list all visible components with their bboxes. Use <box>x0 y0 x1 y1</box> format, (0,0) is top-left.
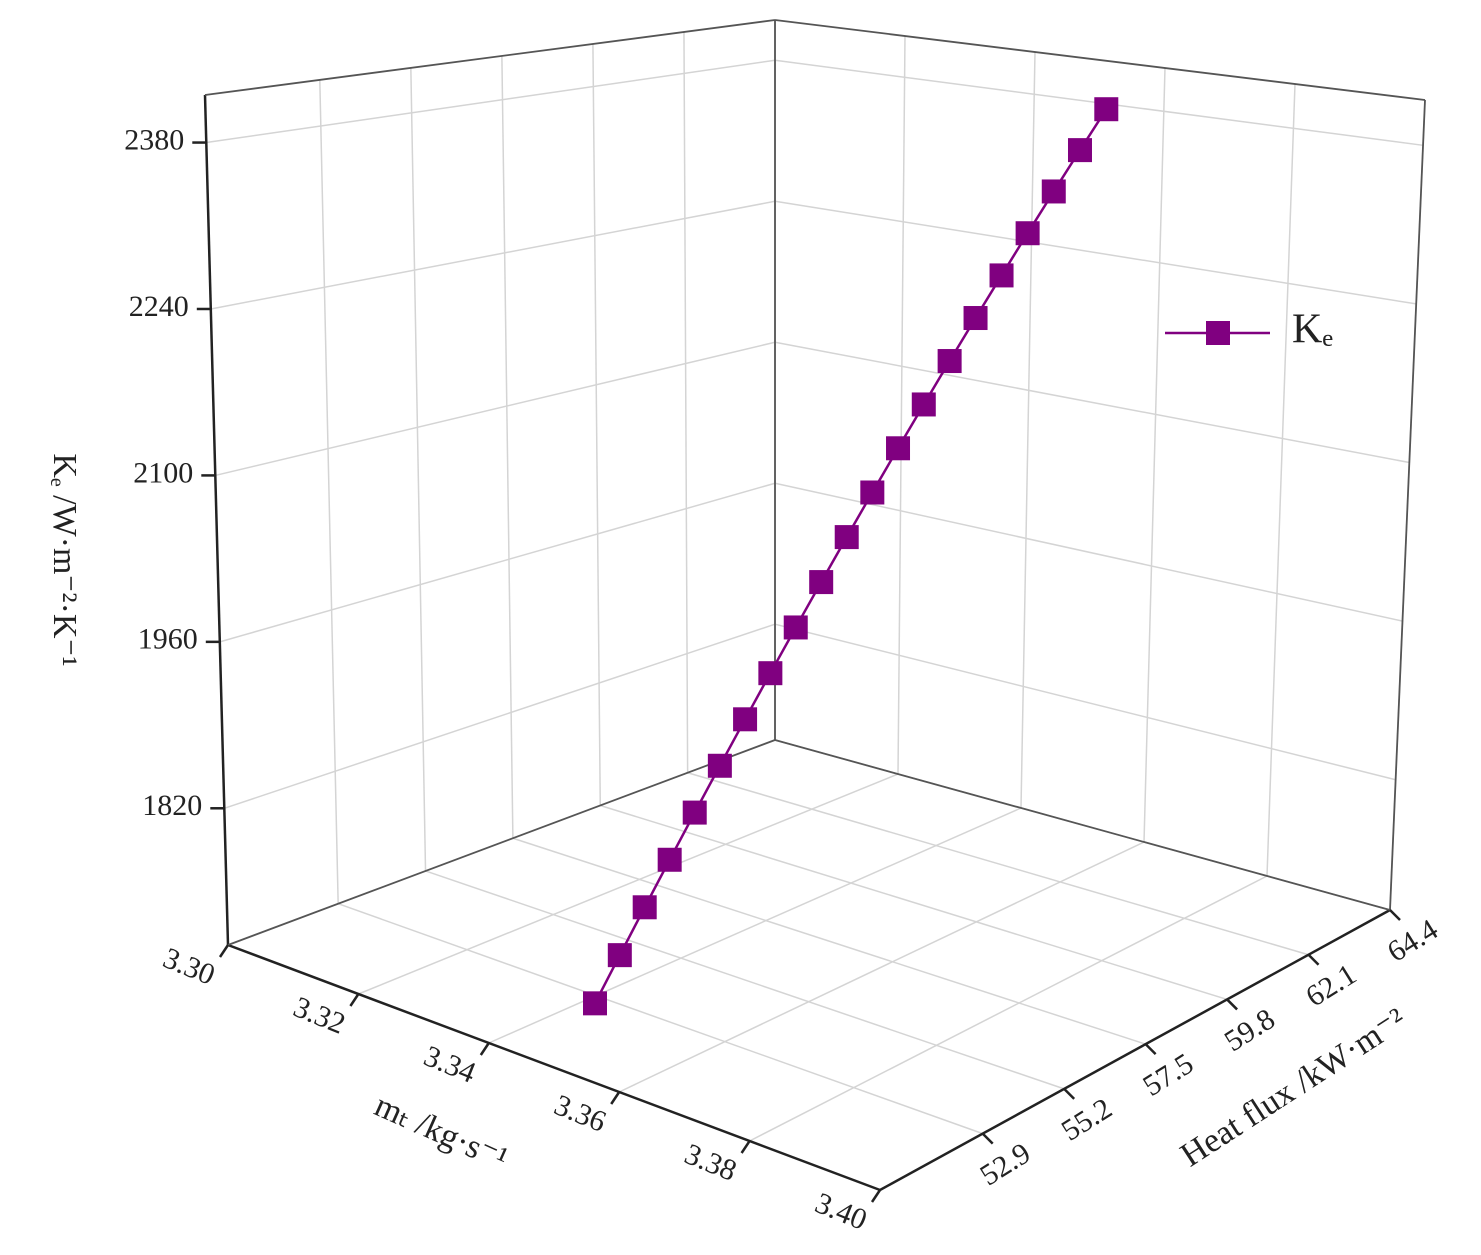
frame-line <box>774 19 1426 101</box>
tick-mark <box>870 1189 882 1203</box>
z-tick-label: 1960 <box>138 623 198 656</box>
data-marker <box>632 895 657 920</box>
frame-line <box>774 739 1391 911</box>
grid-line <box>512 837 1146 1045</box>
data-marker <box>1041 179 1066 204</box>
tick-mark <box>981 1132 994 1145</box>
x-tick-label: 3.34 <box>419 1039 480 1089</box>
grid-line <box>897 35 906 775</box>
data-marker <box>1067 138 1092 163</box>
y-tick-label: 59.8 <box>1219 1002 1281 1058</box>
grid-line <box>618 841 1145 1093</box>
axis-line <box>227 943 881 1192</box>
tick-mark <box>1063 1088 1076 1100</box>
grid-line <box>337 903 983 1135</box>
data-marker <box>809 570 834 595</box>
tick-mark <box>610 1091 621 1105</box>
grid-line <box>749 875 1268 1142</box>
data-marker <box>783 615 808 640</box>
x-axis-title: mₜ /kg·s⁻¹ <box>369 1087 513 1178</box>
grid-line <box>215 341 776 477</box>
frame-line <box>227 739 776 946</box>
z-tick-label: 2380 <box>124 123 184 156</box>
axis-line <box>203 94 230 946</box>
grid-line <box>410 67 427 871</box>
data-marker <box>860 480 885 505</box>
z-tick-label: 2240 <box>129 290 189 323</box>
grid-line <box>774 341 1410 464</box>
data-marker <box>607 943 632 968</box>
x-tick-label: 3.38 <box>680 1137 741 1187</box>
data-marker <box>937 349 962 374</box>
z-tick-label: 2100 <box>133 456 193 489</box>
data-marker <box>1015 221 1040 246</box>
tick-mark <box>1307 953 1320 966</box>
data-marker <box>657 847 682 872</box>
x-tick-label: 3.40 <box>810 1186 871 1236</box>
data-marker <box>582 991 607 1016</box>
legend-marker <box>1206 321 1230 345</box>
grid-line <box>592 43 602 806</box>
data-marker <box>682 800 707 825</box>
tick-mark <box>740 1140 751 1154</box>
frame-line <box>1389 99 1426 911</box>
grid-line <box>774 482 1403 622</box>
y-tick-label: 52.9 <box>974 1136 1036 1192</box>
grid-line <box>501 55 514 839</box>
y-tick-label: 57.5 <box>1137 1047 1199 1103</box>
data-marker <box>733 707 758 732</box>
data-marker <box>834 525 859 550</box>
grid-line <box>774 623 1396 781</box>
grid-line <box>774 200 1417 305</box>
y-tick-label: 55.2 <box>1056 1092 1118 1148</box>
grid-line <box>224 623 776 809</box>
axis-line <box>879 908 1391 1192</box>
grid-line <box>425 870 1065 1090</box>
grid-line <box>683 31 689 773</box>
data-marker <box>963 306 988 331</box>
x-tick-label: 3.30 <box>158 941 219 991</box>
legend-label: Kₑ <box>1292 307 1333 353</box>
tick-mark <box>1144 1043 1157 1056</box>
data-marker <box>911 392 936 417</box>
grid-line <box>1143 67 1166 843</box>
grid-line <box>219 482 776 643</box>
data-marker <box>886 436 911 461</box>
data-marker <box>758 661 783 686</box>
grid-line <box>358 773 899 995</box>
x-tick-label: 3.32 <box>289 990 350 1040</box>
y-axis-title: Heat flux /kW·m⁻² <box>1174 1001 1413 1174</box>
y-tick-label: 64.4 <box>1382 913 1444 969</box>
grid-line <box>206 59 776 144</box>
x-tick-label: 3.36 <box>550 1088 611 1138</box>
tick-mark <box>479 1042 490 1056</box>
grid-line <box>210 200 776 310</box>
grid-line <box>319 79 339 904</box>
data-marker <box>1094 97 1119 122</box>
tick-mark <box>218 944 230 958</box>
grid-line <box>600 804 1228 1001</box>
tick-mark <box>349 993 360 1007</box>
data-marker <box>989 263 1014 288</box>
tick-mark <box>1389 909 1401 921</box>
y-tick-label: 62.1 <box>1300 958 1362 1014</box>
grid-line <box>687 772 1309 956</box>
grid-line <box>1266 83 1296 877</box>
data-marker <box>707 753 732 778</box>
grid-line <box>488 807 1022 1044</box>
tick-mark <box>1226 998 1238 1011</box>
grid-line <box>1020 51 1036 809</box>
z-axis-title: Kₑ /W·m⁻²·K⁻¹ <box>46 453 83 666</box>
frame-line <box>204 19 776 96</box>
z-tick-label: 1820 <box>142 789 202 822</box>
